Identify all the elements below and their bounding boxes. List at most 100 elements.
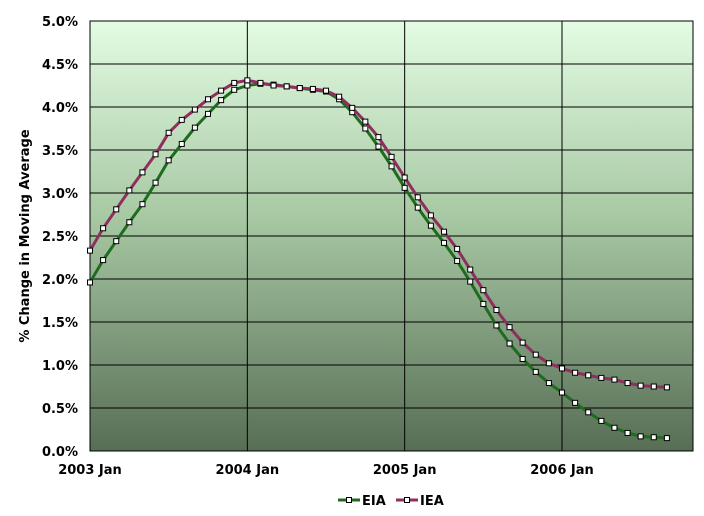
y-tick-label: 2.0% [42,273,78,288]
data-point-eia [519,355,526,362]
data-point-eia [362,125,369,132]
data-point-iea [270,82,277,89]
data-point-iea [454,245,461,252]
legend-item-eia: EIA [338,494,386,509]
data-point-iea [139,169,146,176]
data-point-eia [205,110,211,117]
data-point-eia [572,399,579,406]
data-point-eia [637,433,644,440]
y-tick-label: 4.0% [42,101,78,116]
data-point-eia [231,86,238,93]
data-point-eia [244,82,251,89]
data-point-iea [650,383,657,390]
data-point-eia [191,124,198,131]
data-point-iea [637,382,644,389]
data-point-iea [100,225,107,232]
y-axis-ticks: 0.0% 0.5% 1.0% 1.5% 2.0% 2.5% 3.0% 3.5% 4.0% 4.5%… [42,15,78,460]
legend-item-iea: IEA [396,494,444,509]
x-tick-label: 2006 Jan [530,463,594,478]
data-point-iea [388,153,395,160]
y-axis-title: % Change in Moving Average [18,129,33,343]
data-point-eia [165,157,172,164]
data-point-eia [139,201,146,208]
data-point-eia [467,278,474,285]
data-point-iea [545,360,552,367]
data-point-iea [218,87,225,94]
data-point-iea [349,104,356,111]
data-point-iea [506,324,513,331]
data-point-iea [178,116,185,123]
data-point-iea [375,134,382,141]
x-axis-ticks: 2003 Jan 2004 Jan 2005 Jan 2006 Jan [58,463,594,478]
data-point-iea [205,96,211,103]
data-point-iea [427,212,434,219]
legend-marker [346,497,352,503]
y-tick-label: 5.0% [42,15,78,30]
data-point-iea [624,380,631,387]
data-point-iea [467,266,474,273]
data-point-iea [296,85,303,92]
data-point-iea [585,372,592,379]
data-point-eia [506,340,513,347]
legend: EIA IEA [338,494,444,509]
data-point-iea [257,79,264,86]
data-point-eia [545,380,552,387]
data-point-iea [493,306,500,313]
x-tick-label: 2004 Jan [216,463,280,478]
data-point-iea [165,129,172,136]
data-point-iea [559,365,565,372]
y-tick-label: 0.0% [42,445,78,460]
data-point-eia [414,204,421,211]
data-point-eia [480,300,487,307]
data-point-iea [126,187,133,194]
data-point-iea [519,339,526,346]
data-point-iea [480,287,487,294]
data-point-eia [427,222,434,229]
data-point-iea [401,174,408,181]
series-iea [87,77,670,391]
data-point-iea [441,228,447,235]
data-point-eia [152,179,159,186]
data-point-eia [585,409,592,416]
data-point-eia [598,417,605,424]
data-point-iea [598,374,605,381]
data-point-eia [663,435,670,442]
legend-marker [404,497,410,503]
data-point-eia [113,238,120,245]
data-point-eia [559,389,565,396]
legend-label: EIA [362,494,386,509]
data-point-iea [323,87,329,94]
data-point-iea [152,151,159,158]
legend-label: IEA [420,494,444,509]
data-point-eia [100,257,107,264]
data-point-iea [309,85,316,92]
data-point-eia [532,368,539,375]
data-point-eia [178,140,185,147]
y-tick-label: 1.0% [42,359,78,374]
data-point-iea [336,93,343,100]
y-tick-label: 3.5% [42,144,78,159]
data-point-iea [87,247,93,254]
data-point-eia [493,322,500,329]
data-point-iea [113,206,120,213]
y-tick-label: 1.5% [42,316,78,331]
data-point-eia [441,239,447,246]
data-point-eia [87,279,93,286]
data-point-iea [414,194,421,201]
data-point-eia [126,219,133,226]
data-point-iea [283,83,290,90]
data-point-eia [454,257,461,264]
data-point-eia [218,97,225,104]
data-point-eia [375,143,382,150]
data-point-iea [362,118,369,125]
data-point-iea [663,384,670,391]
data-point-eia [401,184,408,191]
data-point-iea [532,351,539,358]
data-point-iea [611,376,618,383]
grid [90,21,693,451]
x-tick-label: 2005 Jan [373,463,437,478]
y-tick-label: 2.5% [42,230,78,245]
series-layer [87,77,670,442]
data-point-eia [388,163,395,170]
